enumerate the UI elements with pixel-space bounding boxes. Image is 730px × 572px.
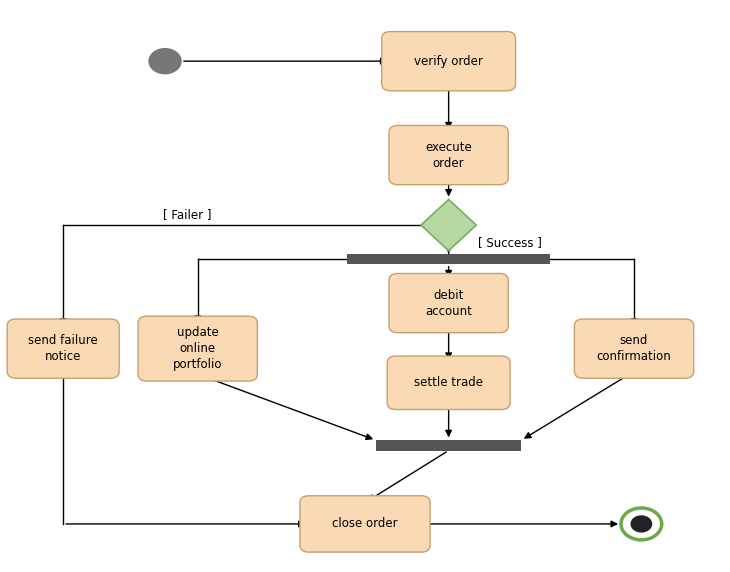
Text: update
online
portfolio: update online portfolio <box>173 326 223 371</box>
FancyBboxPatch shape <box>382 31 515 91</box>
Circle shape <box>631 516 652 532</box>
FancyBboxPatch shape <box>575 319 693 378</box>
FancyBboxPatch shape <box>389 273 508 333</box>
FancyBboxPatch shape <box>387 356 510 410</box>
FancyBboxPatch shape <box>138 316 258 381</box>
Circle shape <box>149 49 181 74</box>
Text: execute
order: execute order <box>426 141 472 169</box>
FancyBboxPatch shape <box>389 125 508 185</box>
Text: send failure
notice: send failure notice <box>28 334 98 363</box>
FancyBboxPatch shape <box>376 440 521 451</box>
Circle shape <box>621 508 661 540</box>
FancyBboxPatch shape <box>7 319 119 378</box>
Text: [ Success ]: [ Success ] <box>477 236 542 249</box>
FancyBboxPatch shape <box>300 496 430 552</box>
Text: send
confirmation: send confirmation <box>596 334 672 363</box>
Text: settle trade: settle trade <box>414 376 483 390</box>
Polygon shape <box>421 200 476 251</box>
Text: debit
account: debit account <box>425 289 472 317</box>
Text: verify order: verify order <box>414 55 483 67</box>
FancyBboxPatch shape <box>347 253 550 264</box>
Text: [ Failer ]: [ Failer ] <box>163 208 211 221</box>
Text: close order: close order <box>332 518 398 530</box>
